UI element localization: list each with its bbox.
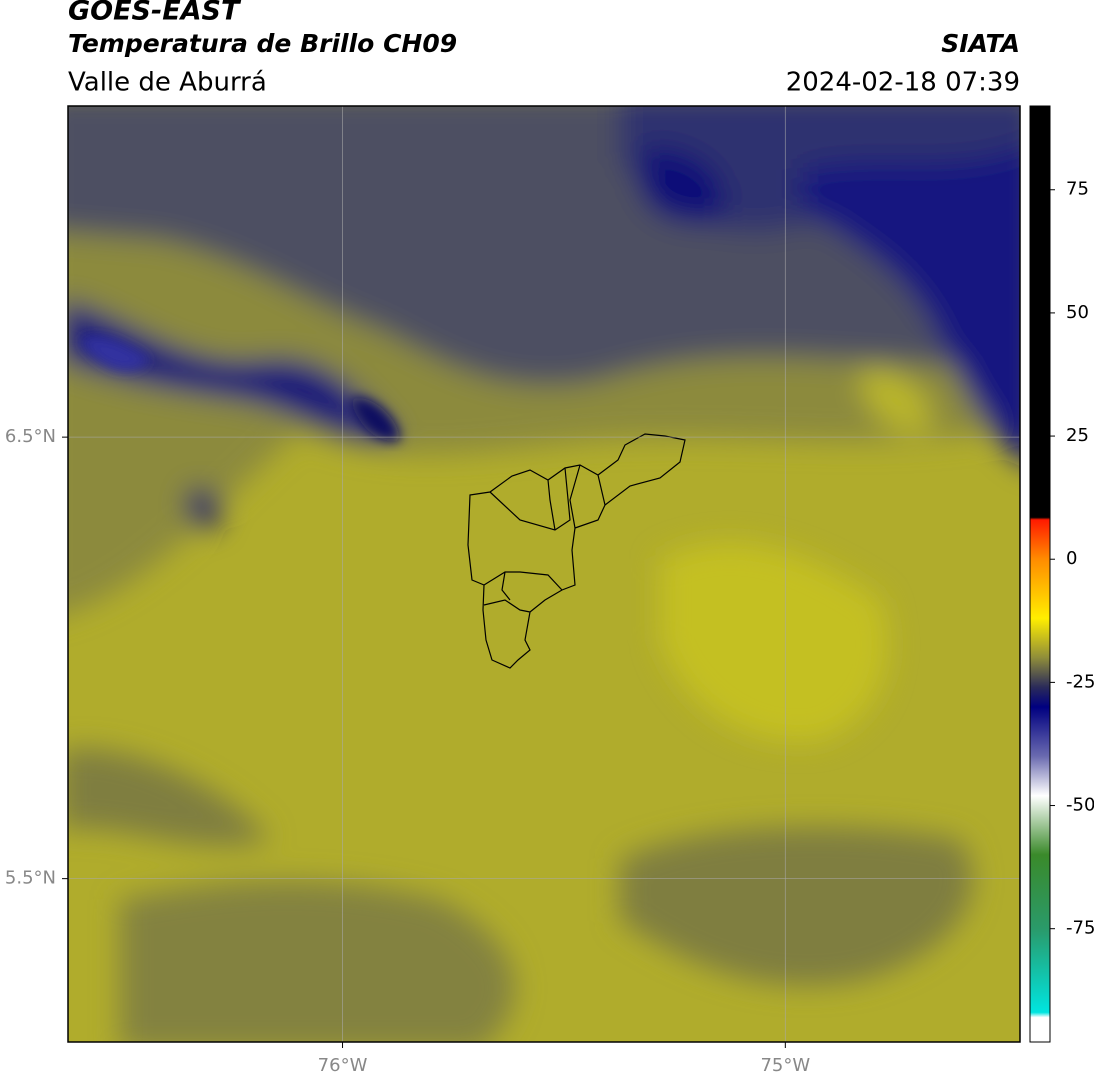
colorbar-tick-label: -25 bbox=[1066, 671, 1094, 692]
region: Valle de Aburrá bbox=[68, 68, 267, 98]
colorbar-tick-label: 0 bbox=[1066, 548, 1077, 569]
y-tick-label: 5.5°N bbox=[5, 868, 56, 889]
title: GOES-EAST bbox=[68, 0, 242, 27]
source: SIATA bbox=[941, 29, 1020, 58]
x-tick-label: 75°W bbox=[760, 1055, 810, 1076]
map-frame bbox=[67, 105, 1021, 1043]
y-tick-label: 6.5°N bbox=[5, 426, 56, 447]
colorbar bbox=[1030, 106, 1050, 1042]
colorbar-frame bbox=[1029, 105, 1051, 1043]
municipality-boundaries bbox=[467, 433, 686, 669]
x-tick-label: 76°W bbox=[318, 1055, 368, 1076]
colorbar-tick-label: -50 bbox=[1066, 795, 1094, 816]
datetime: 2024-02-18 07:39 bbox=[786, 68, 1020, 98]
subtitle: Temperatura de Brillo CH09 bbox=[68, 29, 457, 58]
temperature-field bbox=[68, 106, 1020, 1042]
colorbar-tick-label: 25 bbox=[1066, 425, 1089, 446]
colorbar-tick-label: -75 bbox=[1066, 918, 1094, 939]
colorbar-tick-label: 50 bbox=[1066, 302, 1089, 323]
colorbar-tick-label: 75 bbox=[1066, 179, 1089, 200]
